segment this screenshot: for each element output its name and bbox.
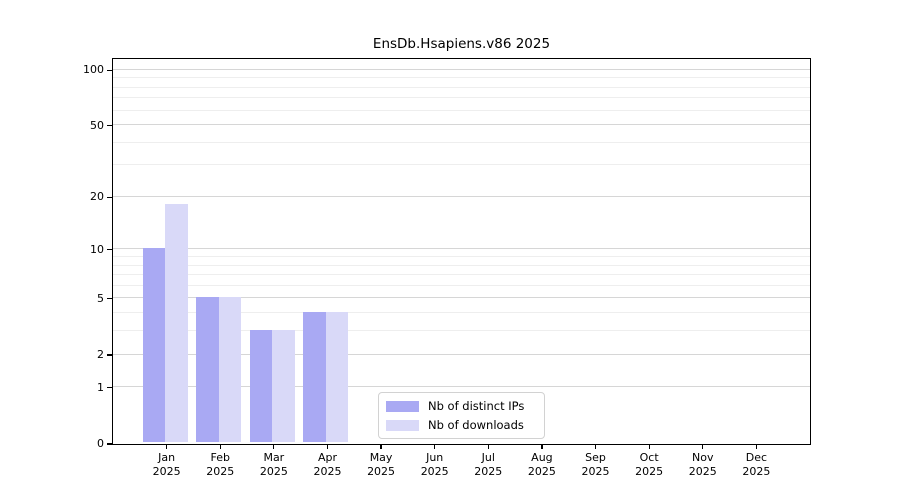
legend-label-distinct-ips: Nb of distinct IPs — [428, 399, 525, 413]
minor-gridline — [113, 77, 810, 79]
y-axis-tick — [107, 387, 112, 389]
x-axis-tick-label: Jun 2025 — [420, 451, 449, 478]
major-gridline — [113, 124, 810, 126]
minor-gridline — [113, 264, 810, 266]
minor-gridline — [113, 86, 810, 88]
x-axis-tick — [273, 444, 275, 449]
distinct-ips-swatch-icon — [386, 400, 419, 412]
x-axis-tick — [594, 444, 597, 449]
legend-item-distinct-ips: Nb of distinct IPs — [386, 399, 535, 413]
y-axis-tick-label: 5 — [97, 291, 104, 305]
minor-gridline — [113, 97, 810, 99]
y-axis-tick — [107, 354, 112, 356]
y-axis-tick-label: 20 — [90, 190, 104, 204]
x-axis-tick — [648, 444, 650, 449]
x-axis-tick-label: Feb 2025 — [206, 451, 235, 478]
x-axis-tick — [434, 444, 436, 449]
x-axis-tick-label: Oct 2025 — [635, 451, 664, 478]
x-axis-tick-label: May 2025 — [367, 451, 396, 478]
legend: Nb of distinct IPs Nb of downloads — [378, 392, 545, 439]
major-gridline — [113, 248, 810, 250]
major-gridline — [113, 195, 810, 197]
x-axis-tick-label: Mar 2025 — [259, 451, 288, 478]
major-gridline — [113, 386, 810, 388]
y-axis-tick — [107, 249, 112, 251]
minor-gridline — [113, 330, 810, 332]
bar-distinct-ips — [303, 312, 326, 443]
x-axis-tick-label: Aug 2025 — [527, 451, 556, 478]
x-axis-tick-label: Sep 2025 — [581, 451, 610, 478]
x-axis-tick — [219, 444, 221, 449]
major-gridline — [113, 297, 810, 299]
x-axis-tick — [166, 444, 168, 449]
minor-gridline — [113, 109, 810, 111]
minor-gridline — [113, 312, 810, 314]
bar-distinct-ips — [142, 248, 166, 443]
y-axis-tick-label: 0 — [97, 437, 104, 450]
x-axis-tick-label: Jul 2025 — [474, 451, 503, 478]
bar-downloads — [218, 297, 242, 443]
x-axis-tick — [755, 444, 757, 449]
minor-gridline — [113, 256, 810, 257]
minor-gridline — [113, 274, 810, 276]
x-axis-tick — [380, 444, 382, 449]
x-axis-tick — [541, 444, 543, 449]
plot-area — [112, 58, 811, 445]
y-axis-tick-label: 100 — [83, 63, 104, 77]
y-axis-tick-label: 2 — [97, 348, 104, 362]
x-axis-tick-label: Jan 2025 — [152, 451, 181, 478]
y-axis-tick-label: 10 — [90, 242, 104, 256]
chart-title: EnsDb.Hsapiens.v86 2025 — [372, 36, 551, 52]
legend-label-downloads: Nb of downloads — [428, 418, 524, 432]
minor-gridline — [113, 284, 810, 286]
bar-downloads — [272, 330, 295, 443]
y-axis-tick — [107, 69, 112, 71]
downloads-swatch-icon — [386, 419, 419, 431]
x-axis-tick-label: Dec 2025 — [742, 451, 771, 478]
x-axis-tick — [487, 444, 489, 449]
y-axis-tick-label: 1 — [97, 380, 104, 394]
y-axis-tick — [107, 196, 112, 198]
minor-gridline — [113, 141, 810, 143]
y-axis-tick — [107, 443, 112, 445]
y-axis-tick — [107, 124, 112, 127]
major-gridline — [113, 353, 810, 355]
bar-distinct-ips — [196, 297, 219, 443]
bar-distinct-ips — [249, 330, 273, 443]
x-axis-tick — [326, 444, 329, 449]
x-axis-tick-label: Nov 2025 — [688, 451, 717, 478]
x-axis-tick — [702, 444, 704, 449]
bar-downloads — [165, 204, 188, 443]
major-gridline — [113, 68, 810, 70]
y-axis-tick — [107, 298, 112, 300]
y-axis-tick-label: 50 — [90, 118, 104, 132]
bar-downloads — [325, 312, 349, 443]
minor-gridline — [113, 164, 810, 166]
x-axis-tick-label: Apr 2025 — [313, 451, 342, 478]
legend-item-downloads: Nb of downloads — [386, 418, 535, 432]
